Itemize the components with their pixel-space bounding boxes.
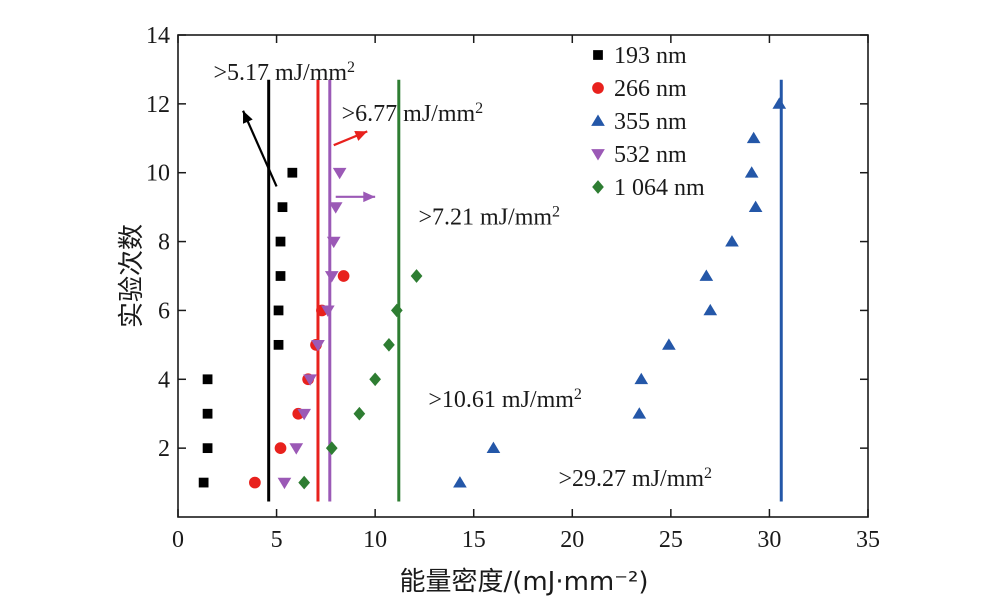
x-tick-label: 15 (462, 527, 486, 553)
data-point (273, 339, 284, 350)
data-point (324, 271, 339, 283)
y-tick-label: 10 (146, 161, 170, 187)
data-point (634, 372, 649, 385)
data-point (277, 477, 292, 490)
data-points (198, 97, 787, 490)
series-0 (198, 167, 298, 488)
data-point (353, 406, 366, 421)
data-point (699, 269, 714, 281)
plot-frame (177, 34, 869, 518)
arrow-shaft (242, 110, 278, 187)
data-point (202, 374, 213, 385)
data-point (277, 202, 288, 213)
data-point (249, 476, 261, 489)
annotation-label: >7.21 mJ/mm2 (419, 203, 561, 231)
data-point (325, 441, 338, 455)
x-tick-label: 5 (271, 527, 283, 553)
data-point (202, 443, 213, 454)
y-tick-label: 14 (146, 23, 170, 49)
threshold-lines (267, 79, 783, 502)
x-tick-label: 0 (172, 527, 184, 553)
legend: 193 nm 266 nm 355 nm 532 nm 1 064 nm (591, 43, 705, 201)
y-tick-label: 8 (158, 230, 170, 256)
legend-marker (593, 50, 603, 60)
legend-label: 355 nm (614, 109, 687, 135)
data-point (390, 303, 403, 318)
annotation-label: >10.61 mJ/mm2 (428, 385, 582, 413)
x-tick-label: 20 (560, 527, 584, 553)
data-point (748, 200, 763, 213)
data-point (202, 408, 213, 419)
legend-label: 193 nm (614, 43, 687, 69)
x-tick-label: 30 (757, 527, 781, 553)
data-point (410, 269, 423, 283)
annotation-arrows (242, 110, 376, 203)
data-point (725, 235, 739, 247)
legend-label: 1 064 nm (614, 175, 705, 201)
data-point (703, 303, 718, 316)
data-point (486, 441, 501, 454)
data-point (198, 477, 209, 488)
series-3 (277, 167, 347, 490)
data-point (289, 443, 304, 455)
y-tick-label: 4 (158, 367, 170, 393)
series-4 (298, 269, 423, 490)
series-2 (453, 97, 787, 488)
x-axis-label: 能量密度/(mJ·mm⁻²) (399, 567, 648, 597)
data-point (772, 97, 787, 109)
series-1 (249, 270, 350, 489)
arrow-head (243, 110, 253, 124)
data-point (662, 338, 676, 350)
legend-marker (592, 82, 604, 94)
x-tick-label: 35 (856, 527, 880, 553)
data-point (303, 374, 317, 386)
data-point (328, 202, 343, 214)
data-point (332, 167, 347, 180)
legend-marker (591, 149, 605, 161)
data-point (326, 236, 341, 249)
data-point (746, 131, 761, 144)
legend-label: 266 nm (614, 76, 687, 102)
x-tick-label: 10 (363, 527, 387, 553)
arrow-head (354, 131, 368, 141)
data-point (369, 372, 381, 387)
annotation-label: >5.17 mJ/mm2 (213, 58, 355, 86)
data-point (383, 338, 395, 352)
x-tick-label: 25 (659, 527, 683, 553)
data-point (287, 167, 298, 178)
annotation-label: >6.77 mJ/mm2 (342, 100, 484, 128)
data-point (273, 305, 284, 316)
data-point (274, 442, 287, 454)
annotations: >5.17 mJ/mm2 >6.77 mJ/mm2 >7.21 mJ/mm2 >10.… (213, 58, 712, 492)
plot-border (177, 34, 869, 518)
data-point (321, 305, 335, 317)
y-tick-label: 6 (158, 298, 170, 324)
y-tick-label: 12 (146, 92, 170, 118)
arrow-head (363, 191, 376, 203)
legend-marker (591, 114, 605, 126)
data-point (744, 166, 759, 178)
legend-marker (592, 180, 604, 194)
data-point (275, 236, 286, 247)
legend-label: 532 nm (614, 142, 687, 168)
data-point (298, 475, 311, 490)
axis-ticks: 0 5 10 15 20 25 30 35 2 4 6 8 10 12 14 (146, 23, 880, 553)
data-point (275, 271, 286, 281)
data-point (632, 407, 647, 419)
data-point (297, 408, 311, 421)
data-point (311, 339, 325, 352)
y-axis-label: 实验次数 (117, 224, 147, 328)
annotation-label: >29.27 mJ/mm2 (558, 465, 712, 493)
data-point (337, 270, 350, 282)
y-tick-label: 2 (158, 436, 170, 462)
data-point (453, 476, 467, 488)
